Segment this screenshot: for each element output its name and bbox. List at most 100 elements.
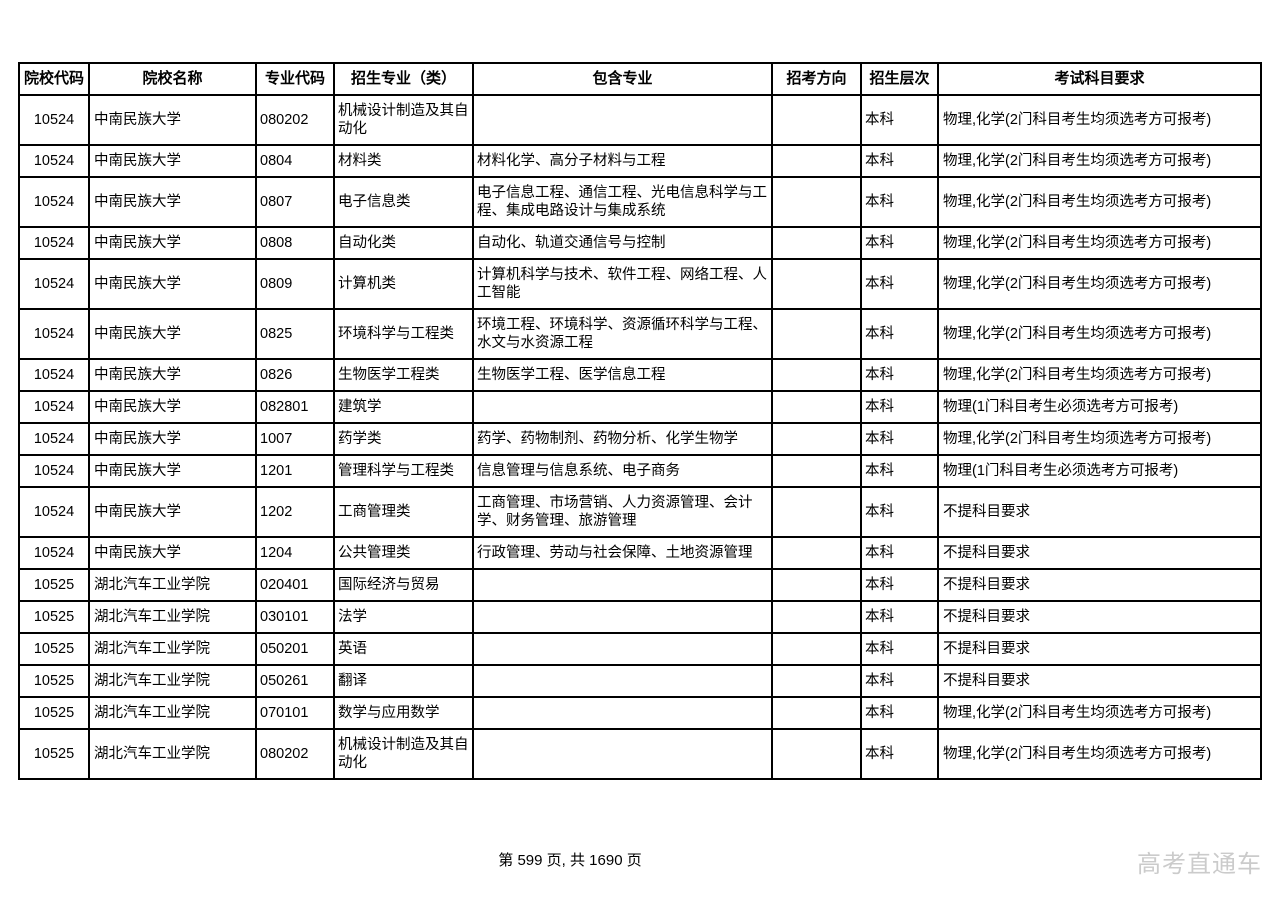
cell-major-code: 020401: [255, 568, 335, 602]
cell-included-majors: [472, 632, 773, 666]
cell-college-name: 中南民族大学: [88, 226, 257, 260]
cell-major-name: 机械设计制造及其自动化: [333, 94, 474, 146]
table-row: 10524 中南民族大学 082801 建筑学 本科 物理(1门科目考生必须选考方可报考): [18, 390, 1262, 424]
cell-subject-requirements: 不提科目要求: [937, 632, 1262, 666]
cell-admission-direction: [771, 358, 862, 392]
table-row: 10524 中南民族大学 0804 材料类 材料化学、高分子材料与工程 本科 物理,化学(2…: [18, 144, 1262, 178]
header-included-majors: 包含专业: [472, 62, 773, 96]
cell-major-code: 1007: [255, 422, 335, 456]
cell-admission-direction: [771, 390, 862, 424]
cell-college-code: 10524: [18, 390, 90, 424]
header-major-code: 专业代码: [255, 62, 335, 96]
cell-major-code: 0826: [255, 358, 335, 392]
cell-admission-level: 本科: [860, 486, 939, 538]
table-row: 10524 中南民族大学 0825 环境科学与工程类 环境工程、环境科学、资源循环科学与…: [18, 308, 1262, 360]
cell-college-name: 中南民族大学: [88, 454, 257, 488]
cell-admission-level: 本科: [860, 258, 939, 310]
cell-college-name: 中南民族大学: [88, 390, 257, 424]
cell-college-code: 10524: [18, 144, 90, 178]
cell-included-majors: [472, 390, 773, 424]
cell-college-name: 中南民族大学: [88, 536, 257, 570]
cell-subject-requirements: 不提科目要求: [937, 600, 1262, 634]
cell-college-name: 中南民族大学: [88, 144, 257, 178]
cell-college-code: 10524: [18, 422, 90, 456]
table-header-row: 院校代码 院校名称 专业代码 招生专业（类） 包含专业 招考方向 招生层次 考试…: [18, 62, 1262, 96]
cell-major-name: 国际经济与贸易: [333, 568, 474, 602]
cell-college-name: 中南民族大学: [88, 358, 257, 392]
cell-major-code: 082801: [255, 390, 335, 424]
cell-major-code: 0804: [255, 144, 335, 178]
cell-college-name: 湖北汽车工业学院: [88, 664, 257, 698]
cell-college-code: 10524: [18, 94, 90, 146]
cell-college-code: 10524: [18, 308, 90, 360]
page-number: 第 599 页, 共 1690 页: [498, 852, 642, 869]
table-row: 10524 中南民族大学 0826 生物医学工程类 生物医学工程、医学信息工程 本科 物理,…: [18, 358, 1262, 392]
cell-major-code: 1204: [255, 536, 335, 570]
cell-major-name: 计算机类: [333, 258, 474, 310]
cell-admission-direction: [771, 696, 862, 730]
cell-subject-requirements: 物理,化学(2门科目考生均须选考方可报考): [937, 176, 1262, 228]
cell-included-majors: 信息管理与信息系统、电子商务: [472, 454, 773, 488]
cell-admission-direction: [771, 536, 862, 570]
table-row: 10525 湖北汽车工业学院 020401 国际经济与贸易 本科 不提科目要求: [18, 568, 1262, 602]
cell-admission-level: 本科: [860, 454, 939, 488]
cell-major-name: 自动化类: [333, 226, 474, 260]
cell-admission-level: 本科: [860, 696, 939, 730]
cell-admission-level: 本科: [860, 600, 939, 634]
cell-subject-requirements: 物理,化学(2门科目考生均须选考方可报考): [937, 696, 1262, 730]
table-row: 10524 中南民族大学 0809 计算机类 计算机科学与技术、软件工程、网络工程、人工…: [18, 258, 1262, 310]
cell-subject-requirements: 物理,化学(2门科目考生均须选考方可报考): [937, 226, 1262, 260]
table-row: 10525 湖北汽车工业学院 030101 法学 本科 不提科目要求: [18, 600, 1262, 634]
table-row: 10524 中南民族大学 0807 电子信息类 电子信息工程、通信工程、光电信息科学与工…: [18, 176, 1262, 228]
cell-college-code: 10525: [18, 568, 90, 602]
cell-college-name: 中南民族大学: [88, 258, 257, 310]
cell-college-name: 中南民族大学: [88, 176, 257, 228]
cell-admission-direction: [771, 600, 862, 634]
cell-admission-direction: [771, 454, 862, 488]
cell-admission-level: 本科: [860, 144, 939, 178]
cell-college-name: 湖北汽车工业学院: [88, 632, 257, 666]
cell-included-majors: [472, 664, 773, 698]
cell-included-majors: 自动化、轨道交通信号与控制: [472, 226, 773, 260]
cell-included-majors: [472, 600, 773, 634]
cell-major-code: 030101: [255, 600, 335, 634]
header-admission-direction: 招考方向: [771, 62, 862, 96]
table-row: 10524 中南民族大学 0808 自动化类 自动化、轨道交通信号与控制 本科 物理,化学(…: [18, 226, 1262, 260]
cell-included-majors: 生物医学工程、医学信息工程: [472, 358, 773, 392]
cell-major-name: 药学类: [333, 422, 474, 456]
cell-college-code: 10524: [18, 536, 90, 570]
cell-included-majors: 工商管理、市场营销、人力资源管理、会计学、财务管理、旅游管理: [472, 486, 773, 538]
cell-college-code: 10524: [18, 486, 90, 538]
cell-college-code: 10525: [18, 696, 90, 730]
table-row: 10524 中南民族大学 1007 药学类 药学、药物制剂、药物分析、化学生物学 本科 物理…: [18, 422, 1262, 456]
cell-college-code: 10524: [18, 176, 90, 228]
cell-college-code: 10525: [18, 632, 90, 666]
cell-admission-direction: [771, 632, 862, 666]
cell-subject-requirements: 物理,化学(2门科目考生均须选考方可报考): [937, 728, 1262, 780]
table-row: 10524 中南民族大学 080202 机械设计制造及其自动化 本科 物理,化学(2门科目…: [18, 94, 1262, 146]
cell-included-majors: 材料化学、高分子材料与工程: [472, 144, 773, 178]
table-row: 10524 中南民族大学 1202 工商管理类 工商管理、市场营销、人力资源管理、会计学…: [18, 486, 1262, 538]
cell-subject-requirements: 物理,化学(2门科目考生均须选考方可报考): [937, 422, 1262, 456]
cell-admission-level: 本科: [860, 390, 939, 424]
table-row: 10524 中南民族大学 1201 管理科学与工程类 信息管理与信息系统、电子商务 本科物…: [18, 454, 1262, 488]
cell-included-majors: [472, 696, 773, 730]
cell-college-code: 10525: [18, 664, 90, 698]
cell-college-name: 中南民族大学: [88, 486, 257, 538]
cell-college-name: 中南民族大学: [88, 308, 257, 360]
cell-included-majors: [472, 94, 773, 146]
cell-included-majors: 计算机科学与技术、软件工程、网络工程、人工智能: [472, 258, 773, 310]
cell-admission-direction: [771, 308, 862, 360]
cell-major-name: 电子信息类: [333, 176, 474, 228]
cell-college-name: 湖北汽车工业学院: [88, 696, 257, 730]
cell-college-code: 10525: [18, 728, 90, 780]
cell-major-name: 环境科学与工程类: [333, 308, 474, 360]
table-row: 10524 中南民族大学 1204 公共管理类 行政管理、劳动与社会保障、土地资源管理 本…: [18, 536, 1262, 570]
cell-major-name: 机械设计制造及其自动化: [333, 728, 474, 780]
cell-major-code: 080202: [255, 94, 335, 146]
cell-admission-direction: [771, 568, 862, 602]
cell-subject-requirements: 物理(1门科目考生必须选考方可报考): [937, 454, 1262, 488]
cell-admission-level: 本科: [860, 226, 939, 260]
cell-college-code: 10525: [18, 600, 90, 634]
cell-admission-level: 本科: [860, 536, 939, 570]
